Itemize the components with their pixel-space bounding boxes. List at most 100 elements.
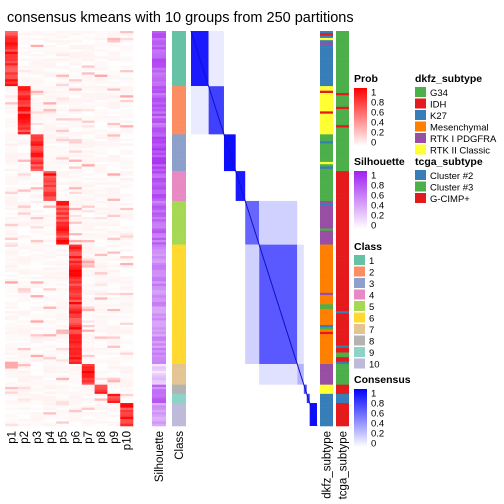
prob-cell [5, 308, 19, 312]
class-cell [172, 249, 186, 252]
class-cell [172, 134, 186, 137]
prob-cell [56, 246, 70, 250]
prob-cell [81, 49, 95, 52]
prob-cell [69, 313, 83, 317]
silhouette-legend-tick: 1 [371, 171, 376, 182]
prob-cell [120, 212, 134, 216]
prob-cell [69, 306, 83, 310]
prob-cell [43, 421, 57, 425]
prob-cell [43, 180, 57, 183]
prob-cell [30, 109, 44, 112]
prob-cell [94, 233, 108, 236]
prob-cell [120, 423, 134, 427]
tcga-subtype-cell [336, 81, 349, 85]
prob-cell [69, 93, 83, 96]
sample-row [5, 377, 349, 381]
prob-cell [56, 88, 70, 92]
prob-cell [107, 166, 121, 170]
dkfz-subtype-cell [320, 88, 333, 92]
class-cell [172, 184, 186, 188]
prob-cell [120, 393, 134, 397]
prob-cell [94, 79, 108, 82]
prob-cell [69, 118, 83, 121]
tcga-subtype-cell [336, 33, 349, 36]
sample-row [5, 219, 349, 222]
class-cell [172, 336, 186, 340]
prob-cell [56, 382, 70, 385]
prob-cell [120, 414, 134, 418]
prob-cell [5, 180, 19, 183]
dkfz-subtype-cell [320, 60, 333, 64]
prob-cell [17, 347, 31, 351]
prob-cell [69, 359, 83, 362]
prob-cell [30, 400, 44, 404]
prob-cell [69, 299, 83, 303]
tcga-subtype-cell [336, 306, 349, 310]
silhouette-cell [152, 345, 166, 349]
prob-cell [5, 214, 19, 218]
dkfz-subtype-cell [320, 141, 333, 144]
tcga-subtype-cell [336, 230, 349, 234]
tcga-subtype-cell [336, 391, 349, 395]
consensus-legend-tick: 0.8 [371, 399, 384, 410]
sample-row [5, 166, 349, 170]
tcga-subtype-cell [336, 53, 349, 57]
prob-cell [120, 223, 134, 227]
dkfz-subtype-legend-label: K27 [430, 111, 447, 122]
prob-cell [30, 104, 44, 108]
prob-cell [94, 93, 108, 96]
prob-cell [30, 246, 44, 250]
prob-cell [120, 72, 134, 75]
sample-row [5, 235, 349, 238]
prob-cell [43, 79, 57, 82]
dkfz-subtype-cell [320, 345, 333, 349]
prob-cell [81, 134, 95, 137]
silhouette-cell [152, 414, 166, 418]
prob-cell [30, 306, 44, 310]
prob-cell [120, 65, 134, 69]
sample-row [5, 56, 349, 59]
class-legend-swatch [354, 324, 365, 334]
prob-cell [107, 223, 121, 227]
silhouette-cell [152, 58, 166, 62]
prob-cell [69, 267, 83, 271]
class-cell [172, 148, 186, 151]
prob-cell [30, 127, 44, 131]
prob-cell [43, 109, 57, 112]
prob-cell [56, 350, 70, 353]
silhouette-cell [152, 97, 166, 101]
prob-cell [81, 104, 95, 108]
prob-cell [69, 99, 83, 103]
prob-cell [81, 177, 95, 181]
prob-cell [17, 380, 31, 383]
prob-cell [81, 184, 95, 188]
prob-cell [107, 403, 121, 406]
prob-cell [30, 386, 44, 390]
prob-cell [43, 361, 57, 365]
prob-cell [30, 207, 44, 211]
prob-cell [30, 329, 44, 333]
prob-cell [56, 95, 70, 98]
sample-row [5, 343, 349, 346]
silhouette-cell [152, 81, 166, 85]
prob-cell [30, 403, 44, 406]
prob-cell [81, 164, 95, 167]
tcga-subtype-cell [336, 375, 349, 379]
prob-cell [17, 403, 31, 406]
prob-cell [94, 396, 108, 399]
tcga-subtype-cell [336, 49, 349, 52]
prob-cell [107, 322, 121, 326]
prob-cell [56, 51, 70, 55]
prob-cell [107, 308, 121, 312]
sample-row [5, 269, 349, 273]
prob-cell [120, 171, 134, 174]
prob-cell [17, 97, 31, 101]
prob-cell [17, 409, 31, 413]
prob-cell [107, 115, 121, 119]
sample-row [5, 249, 349, 252]
prob-cell [43, 198, 57, 202]
prob-cell [81, 315, 95, 319]
prob-cell [69, 230, 83, 234]
prob-cell [30, 141, 44, 144]
consensus-legend-tick: 0 [371, 439, 376, 450]
